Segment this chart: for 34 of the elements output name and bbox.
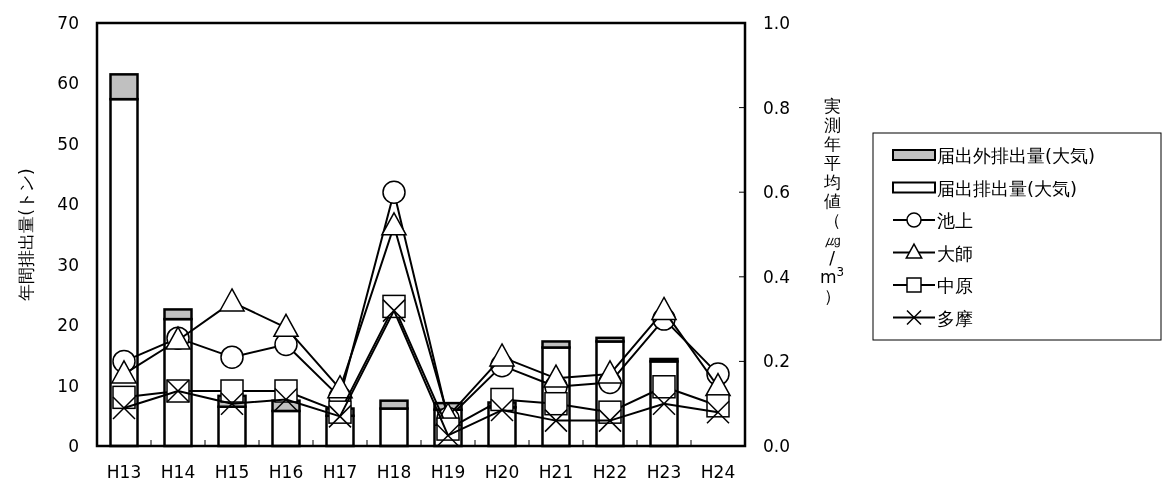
legend-label: 届出排出量(大気) [937,177,1078,199]
x-tick-label: H14 [160,462,196,482]
x-tick-label: H17 [322,462,358,482]
y-axis-title: 年間排出量(トン) [16,168,36,301]
legend-label: 多摩 [937,307,973,329]
x-tick-label: H15 [214,462,250,482]
y2-tick-label: 0.4 [763,266,791,287]
y2-tick-label: 0.8 [763,97,791,118]
y-tick-label: 60 [57,73,79,94]
x-tick-label: H24 [700,462,736,482]
x-tick-label: H16 [268,462,304,482]
y2-tick-label: 0.6 [763,182,791,203]
legend-label: 中原 [937,275,973,296]
y-tick-label: 50 [57,133,79,154]
x-tick-label: H23 [646,462,682,482]
text: 実測年平均値（㎍/m$^{3}$） [819,96,845,306]
legend-label: 大師 [937,242,973,264]
y2-tick-label: 0.0 [763,436,791,456]
x-tick-label: H19 [430,462,466,482]
x-tick-label: H13 [106,462,142,482]
y2-tick-label: 0.2 [763,351,791,372]
y-tick-label: 10 [57,375,79,396]
y-tick-label: 70 [57,13,79,33]
y2-tick-label: 1.0 [763,13,791,33]
y-tick-label: 40 [57,194,79,215]
legend-label: 池上 [937,210,973,231]
x-tick-label: H22 [592,462,628,482]
y-tick-label: 0 [68,436,79,456]
legend-label: 届出外排出量(大気) [937,145,1096,166]
y-tick-label: 20 [57,315,79,336]
x-tick-label: H21 [538,462,574,482]
x-tick-label: H18 [376,462,412,482]
y-tick-label: 30 [57,254,79,275]
x-tick-label: H20 [484,462,520,482]
